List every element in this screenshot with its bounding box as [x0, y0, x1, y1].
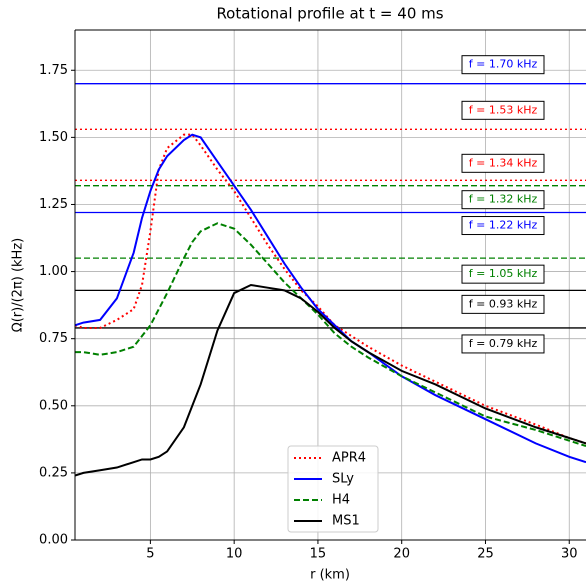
series-line — [75, 222, 586, 448]
annotation-box — [461, 190, 545, 210]
legend-box — [287, 445, 379, 533]
legend-label: H4 — [332, 493, 350, 508]
annotation-box — [461, 264, 545, 284]
annotation: f = 1.32 kHz — [469, 193, 538, 206]
y-tick-label: 0.75 — [39, 331, 68, 346]
annotation: f = 0.93 kHz — [469, 297, 538, 310]
annotation: f = 1.34 kHz — [469, 156, 538, 169]
y-tick-label: 0.00 — [39, 533, 68, 548]
legend-label: SLy — [332, 472, 354, 487]
x-tick-label: 20 — [393, 547, 410, 562]
legend-label: MS1 — [332, 514, 360, 529]
y-tick-label: 1.00 — [39, 264, 68, 279]
annotation-box — [461, 100, 545, 120]
annotation-box — [461, 55, 545, 75]
x-axis-label: r (km) — [310, 568, 350, 582]
y-tick-label: 1.25 — [39, 197, 68, 212]
annotation-box — [461, 294, 545, 314]
x-tick-label: 30 — [561, 547, 578, 562]
annotation: f = 1.22 kHz — [469, 219, 538, 232]
annotation-box — [461, 334, 545, 354]
annotation: f = 1.53 kHz — [469, 103, 538, 116]
y-tick-label: 0.50 — [39, 398, 68, 413]
legend-label: APR4 — [332, 451, 366, 466]
x-tick-label: 15 — [310, 547, 327, 562]
y-tick-label: 0.25 — [39, 465, 68, 480]
series-line — [75, 133, 586, 445]
y-tick-label: 1.75 — [39, 63, 68, 78]
y-axis-label: Ω(r)/(2π) (kHz) — [11, 238, 26, 332]
x-tick-label: 10 — [226, 547, 243, 562]
annotation: f = 0.79 kHz — [469, 337, 538, 350]
annotation-box — [461, 153, 545, 173]
series-line — [75, 133, 586, 464]
x-tick-label: 5 — [146, 547, 154, 562]
x-tick-label: 25 — [477, 547, 494, 562]
annotation: f = 1.05 kHz — [469, 267, 538, 280]
y-tick-label: 1.50 — [39, 130, 68, 145]
series-line — [75, 283, 586, 477]
chart-title: Rotational profile at t = 40 ms — [216, 5, 443, 23]
annotation-box — [461, 216, 545, 236]
annotation: f = 1.70 kHz — [469, 58, 538, 71]
